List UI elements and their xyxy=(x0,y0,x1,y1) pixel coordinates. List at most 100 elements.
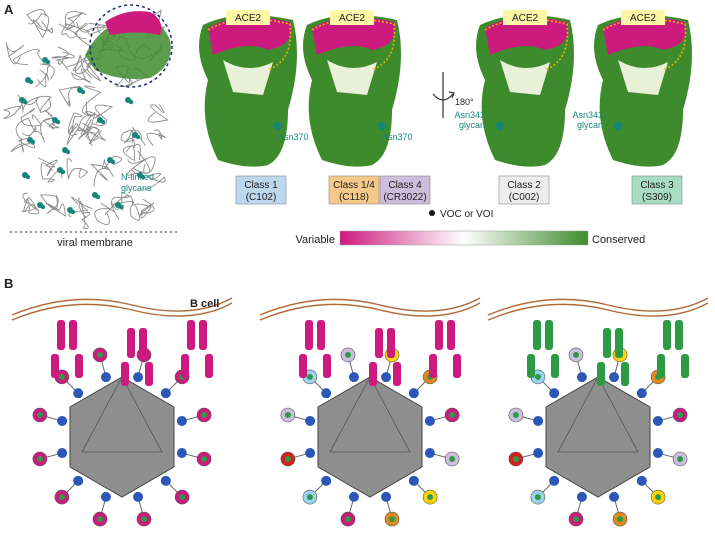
variable-patch xyxy=(603,17,687,55)
rbd-core xyxy=(36,455,43,462)
spike-ribbon xyxy=(146,129,166,146)
spike-ribbon xyxy=(102,155,123,177)
residue-icon xyxy=(274,122,282,130)
residue-icon xyxy=(378,122,386,130)
spike-ribbon xyxy=(58,85,81,107)
b-cell-membrane xyxy=(487,302,709,321)
rbd-core xyxy=(449,412,456,419)
ace2-label: ACE2 xyxy=(235,13,262,24)
class-box-4: Class 2(C002) xyxy=(498,175,550,205)
rbd-view-2: ACE2 Asn370 xyxy=(303,10,413,167)
glycan-icon xyxy=(60,169,66,175)
spike-base xyxy=(533,448,544,459)
neutral-patch xyxy=(327,60,377,95)
glycan-icon xyxy=(28,79,34,85)
class-name: Class 3 xyxy=(640,180,674,191)
spike-ribbon xyxy=(91,104,114,126)
ace2-label: ACE2 xyxy=(630,13,657,24)
spike-base xyxy=(160,388,171,399)
antibody-fab xyxy=(323,354,331,378)
capsid xyxy=(69,376,175,498)
class-box-bg xyxy=(379,175,431,205)
rbd-core xyxy=(534,373,541,380)
spike-base xyxy=(424,448,435,459)
spike-base xyxy=(609,372,620,383)
spike-base xyxy=(176,415,187,426)
glycan-label-line2: glycans xyxy=(121,183,152,193)
residue-label: glycan xyxy=(459,120,485,130)
spike-ribbon xyxy=(17,130,45,149)
residue-label: Asn343 xyxy=(454,110,485,120)
rbd-surface-views: ACE2Asn370ACE2Asn370ACE2Asn343glycanACE2… xyxy=(199,10,692,167)
spike-ribbon xyxy=(139,198,155,216)
voc-dot-icon xyxy=(429,210,435,216)
rbd-core xyxy=(512,455,519,462)
spike-ribbon xyxy=(44,109,60,129)
antibody-fab xyxy=(681,354,689,378)
glycan-icon xyxy=(70,209,76,215)
spike-ribbon xyxy=(78,197,93,219)
spike-ribbon xyxy=(68,196,89,218)
spike-base xyxy=(424,415,435,426)
spike-ribbon xyxy=(37,69,49,88)
antibody-arm xyxy=(127,328,135,358)
antibody-fab xyxy=(205,354,213,378)
residue-label: glycan xyxy=(577,120,603,130)
spike-ribbon xyxy=(147,104,169,123)
spike-ribbon xyxy=(35,63,55,88)
spike-ribbon xyxy=(120,126,146,146)
antibody-fab xyxy=(145,362,153,386)
class-box-bg xyxy=(498,175,550,205)
epitope-outline xyxy=(207,18,292,71)
antibody-fab xyxy=(121,362,129,386)
rbd-core xyxy=(97,351,104,358)
class-box-5: Class 3(S309) xyxy=(631,175,683,205)
glycan-icon xyxy=(128,99,134,105)
b-cell-membrane xyxy=(259,297,481,316)
glycan-icon xyxy=(95,194,101,200)
spike-trimer xyxy=(3,4,173,229)
antibody-arm xyxy=(615,328,623,358)
spike-ribbon xyxy=(129,203,152,221)
antibody-arm xyxy=(57,320,65,350)
rbd-core xyxy=(573,516,580,523)
residue-label: Asn370 xyxy=(278,132,309,142)
rbd-core xyxy=(284,412,291,419)
spike-ribbon xyxy=(68,112,83,136)
rbd-core xyxy=(179,494,186,501)
capsid-facet xyxy=(557,376,639,453)
panel-b-scenes xyxy=(11,297,709,527)
ace2-box xyxy=(503,10,547,25)
spike-ribbon xyxy=(111,191,130,220)
epitope-outline xyxy=(602,18,687,71)
rbd-core xyxy=(345,516,352,523)
spike-ribbon xyxy=(12,48,43,65)
spike-base xyxy=(100,372,111,383)
spike-ribbon xyxy=(5,42,25,65)
spike-base xyxy=(73,388,84,399)
antibody-fab xyxy=(453,354,461,378)
spike-base xyxy=(408,388,419,399)
antibody-arm xyxy=(305,320,313,350)
spike-ribbon xyxy=(64,11,91,33)
class-box-bg xyxy=(235,175,287,205)
variable-patch xyxy=(485,17,569,55)
rbd-core xyxy=(655,494,662,501)
b-cell-membrane xyxy=(11,302,233,321)
spike-ribbon xyxy=(3,97,27,120)
neutral-patch xyxy=(618,60,668,95)
variable-patch xyxy=(312,17,396,55)
spike-base xyxy=(133,372,144,383)
rbd-variable-patch xyxy=(105,11,162,35)
rbd-core xyxy=(345,351,352,358)
spike-ribbon xyxy=(94,202,115,225)
spike-ribbon xyxy=(26,9,53,34)
legend-gradient-bar xyxy=(339,230,589,246)
class-name: Class 1/4 xyxy=(333,180,375,191)
rbd-core xyxy=(677,455,684,462)
spike-ribbon xyxy=(66,158,89,180)
rbd-core xyxy=(36,412,43,419)
spike-ribbon xyxy=(143,172,166,190)
spike-base xyxy=(408,475,419,486)
capsid-facet xyxy=(329,376,411,453)
